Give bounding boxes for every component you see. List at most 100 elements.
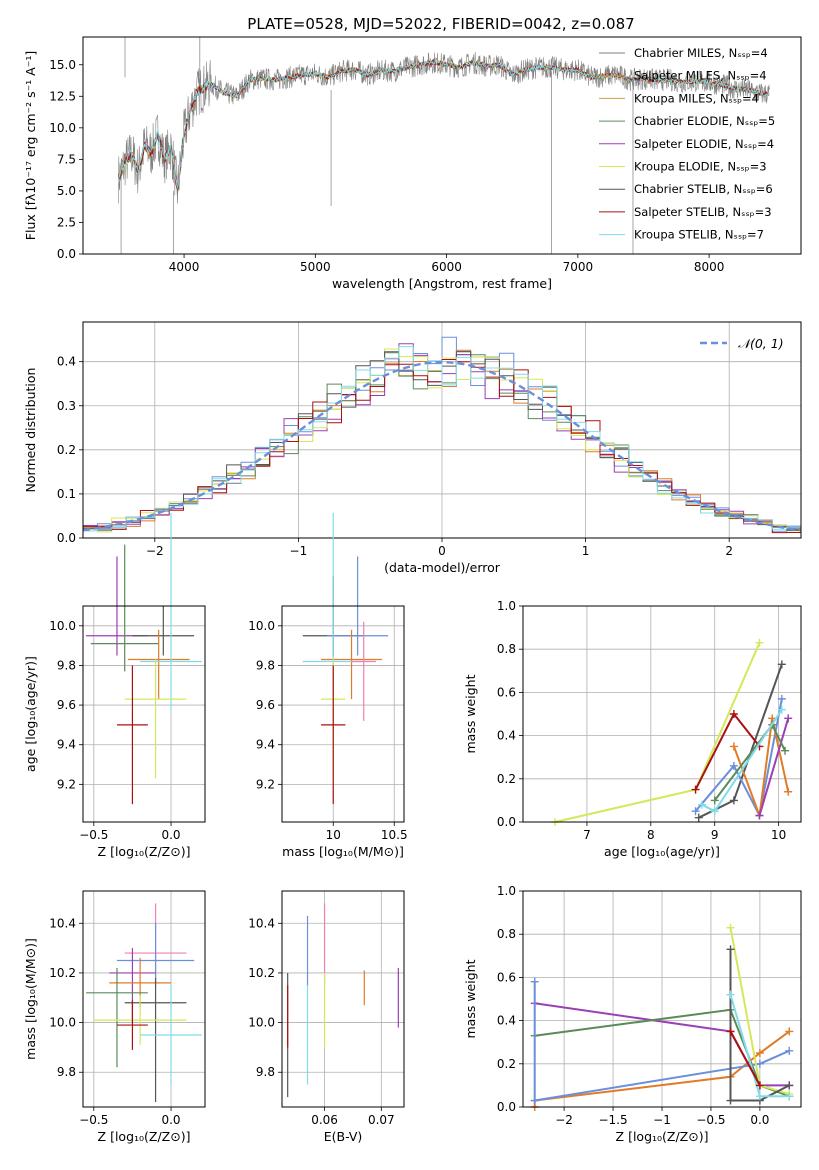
errorbar-point: [124, 659, 187, 779]
y-tick-label: 9.4: [57, 738, 76, 752]
y-tick-label: 10.4: [49, 916, 76, 930]
legend-entry: Chabrier MILES, Nₛₛₚ=4: [634, 46, 768, 60]
x-tick-label: 4000: [169, 260, 200, 274]
legend-entry: Chabrier STELIB, Nₛₛₚ=6: [634, 182, 773, 196]
weight-marker: [729, 710, 738, 718]
y-tick-label: 10.0: [49, 1016, 76, 1030]
y-tick-label: 0.0: [497, 1100, 516, 1114]
weight-vs-metallicity-panel: −2 −1.5 −1 −0.5 0.0 0.0 0.2 0.4 0.6 0.8 1.0 Z [log₁…: [463, 884, 802, 1144]
errorbar-point: [116, 665, 148, 805]
x-axis-label: E(B-V): [324, 1129, 363, 1144]
y-tick-label: 0.0: [497, 815, 516, 829]
y-axis-label: Flux [fλ10⁻¹⁷ erg cm⁻² s⁻¹ A⁻¹]: [23, 51, 38, 240]
x-tick-label: 0.0: [161, 1113, 180, 1127]
weight-line: [533, 981, 790, 1102]
weight-marker: [691, 785, 700, 794]
y-tick-label: 9.8: [256, 1065, 275, 1079]
weight-line: [758, 718, 790, 816]
y-tick-label: 1.0: [497, 884, 516, 898]
y-tick-label: 5.0: [57, 184, 76, 198]
y-tick-label: 10.4: [248, 916, 275, 930]
weight-marker: [781, 746, 790, 755]
spectrum-line: [118, 60, 770, 189]
weight-marker: [777, 660, 786, 669]
x-tick-label: 0.0: [161, 828, 180, 842]
weight-marker: [785, 1027, 794, 1036]
x-tick-label: 8: [647, 828, 655, 842]
x-tick-label: 0.0: [750, 1113, 769, 1127]
axes-frame: [82, 890, 206, 1108]
y-tick-label: 10.2: [248, 966, 275, 980]
y-axis-label: Normed distribution: [23, 368, 38, 493]
errorbar-point: [90, 544, 159, 672]
axes-frame: [522, 890, 802, 1108]
x-tick-label: 9: [711, 828, 719, 842]
legend-entry: Kroupa MILES, Nₛₛₚ=4: [634, 91, 759, 105]
y-tick-label: 10.2: [49, 966, 76, 980]
weight-marker: [777, 694, 786, 703]
age-vs-metallicity-panel: −0.5 0.0 9.2 9.4 9.6 9.8 10.0 Z [log₁₀(Z/Z⊙)] ag…: [23, 512, 206, 859]
weight-line: [694, 712, 761, 791]
y-axis-label: mass [log₁₀(M/M⊙)]: [23, 938, 38, 1060]
weight-marker: [726, 990, 735, 999]
age-vs-mass-panel: 10 10.5 9.2 9.4 9.6 9.8 10.0 mass [log₁₀(M/M⊙)]: [248, 512, 408, 859]
y-tick-label: 9.2: [256, 777, 275, 791]
weight-line: [729, 949, 790, 1102]
y-tick-label: 9.6: [256, 698, 275, 712]
axes-frame: [281, 605, 405, 823]
weight-line: [729, 1030, 761, 1086]
weight-marker: [755, 1059, 764, 1068]
weight-marker: [726, 1096, 735, 1105]
errorbar-point: [86, 967, 148, 1068]
y-tick-label: 9.6: [57, 698, 76, 712]
weight-marker: [729, 761, 738, 770]
x-axis-label: age [log₁₀(age/yr)]: [604, 844, 720, 859]
weight-marker: [726, 945, 735, 954]
mass-vs-reddening-panel: 0.06 0.07 9.8 10.0 10.2 10.4 E(B-V): [248, 890, 405, 1144]
weight-marker: [755, 1092, 764, 1101]
normal-curve: [82, 360, 802, 532]
weight-marker: [784, 787, 793, 796]
x-tick-label: −2: [146, 544, 164, 558]
y-axis-label: mass weight: [463, 674, 478, 753]
axes-frame: [82, 321, 802, 539]
y-tick-label: 0.2: [497, 772, 516, 786]
y-tick-label: 0.8: [497, 642, 516, 656]
y-tick-label: 0.8: [497, 927, 516, 941]
y-tick-label: 0.6: [497, 970, 516, 984]
y-tick-label: 10.0: [49, 619, 76, 633]
x-axis-label: wavelength [Angstrom, rest frame]: [332, 276, 552, 291]
y-tick-label: 0.4: [497, 1014, 516, 1028]
weight-marker: [785, 1081, 794, 1090]
mass-vs-metallicity-panel: −0.5 0.0 9.8 10.0 10.2 10.4 Z [log₁₀(Z/Z⊙)] mas…: [23, 890, 206, 1144]
x-tick-label: 6000: [431, 260, 462, 274]
weight-marker: [785, 1046, 794, 1055]
x-tick-label: 2: [725, 544, 733, 558]
x-axis-label: Z [log₁₀(Z/Z⊙)]: [616, 1129, 709, 1144]
errorbar-point: [124, 977, 187, 1103]
y-tick-label: 9.8: [57, 1065, 76, 1079]
x-tick-label: 7: [583, 828, 591, 842]
x-tick-label: 10: [771, 828, 786, 842]
weight-marker: [726, 1027, 735, 1036]
weight-marker: [784, 714, 793, 723]
errorbar-point: [321, 629, 383, 700]
weight-marker: [726, 923, 735, 932]
errorbar-point: [351, 621, 376, 721]
y-tick-label: 9.4: [256, 738, 275, 752]
weight-marker: [729, 796, 738, 805]
weight-marker: [785, 1092, 794, 1101]
y-tick-label: 9.8: [256, 658, 275, 672]
x-tick-label: −1: [653, 1113, 671, 1127]
y-axis-label: age [log₁₀(age/yr)]: [23, 656, 38, 772]
x-tick-label: 8000: [694, 260, 725, 274]
errorbar-point: [116, 923, 195, 986]
y-tick-label: 9.2: [57, 777, 76, 791]
y-tick-label: 0.1: [57, 487, 76, 501]
x-axis-label: (data-model)/error: [384, 560, 501, 575]
weight-marker: [697, 800, 706, 809]
x-tick-label: −0.5: [79, 828, 108, 842]
x-axis-label: Z [log₁₀(Z/Z⊙)]: [98, 1129, 191, 1144]
errorbar-point: [127, 629, 190, 700]
